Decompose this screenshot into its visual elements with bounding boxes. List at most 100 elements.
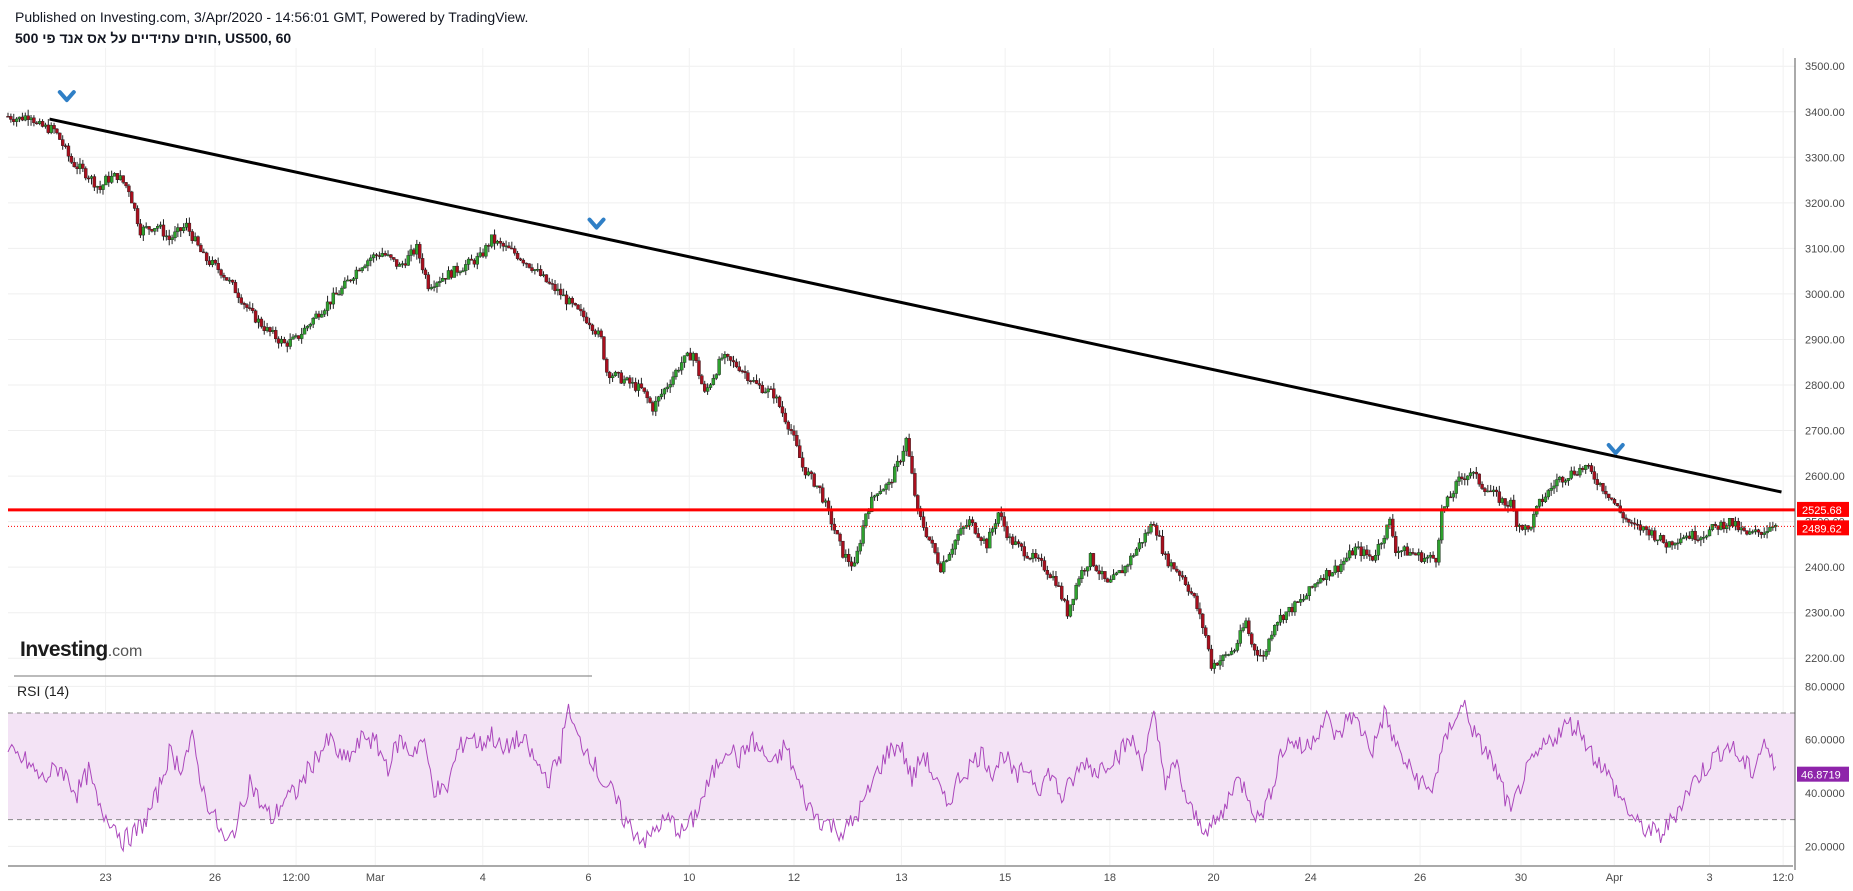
candle-body: [320, 314, 324, 318]
candle-body: [1549, 487, 1553, 491]
candle-body: [43, 124, 48, 127]
candle-body: [1324, 570, 1329, 580]
candle-body: [1209, 648, 1214, 669]
down-arrow-marker: [1606, 443, 1625, 456]
time-tick-label: 10: [683, 872, 695, 884]
candle-body: [728, 356, 733, 361]
candle-body: [1543, 496, 1548, 502]
candle-body: [1451, 493, 1455, 498]
candle-body: [40, 121, 45, 127]
candle-body: [302, 327, 307, 335]
candle-body: [613, 371, 618, 377]
candle-body: [651, 402, 655, 412]
candle-body: [1178, 571, 1182, 576]
candle-body: [32, 117, 36, 124]
candle-body: [1598, 483, 1602, 485]
candle-body: [219, 269, 223, 276]
candle-body: [1696, 539, 1700, 541]
candle-body: [124, 182, 128, 187]
candle-body: [469, 258, 474, 261]
candle-body: [1322, 577, 1326, 580]
candle-body: [976, 533, 980, 538]
time-tick-label: Apr: [1606, 872, 1623, 884]
candle-body: [1036, 557, 1041, 560]
candle-body: [798, 445, 802, 458]
candle-body: [1641, 526, 1645, 531]
candle-body: [916, 495, 920, 509]
candle-body: [1463, 478, 1467, 481]
rsi-tick-label: 80.0000: [1805, 681, 1845, 693]
candle-body: [130, 191, 134, 204]
down-arrow-marker: [587, 217, 606, 230]
candle-body: [17, 116, 22, 120]
price-tick-label: 3300.00: [1805, 152, 1845, 164]
candle-body: [1356, 546, 1360, 548]
candle-body: [1304, 595, 1309, 600]
candle-body: [1183, 576, 1188, 585]
candle-body: [265, 327, 269, 331]
candle-body: [1250, 633, 1254, 645]
candle-body: [455, 265, 459, 273]
candle-body: [1293, 601, 1297, 613]
candle-body: [63, 145, 68, 147]
candle-body: [731, 360, 736, 363]
candle-body: [1647, 529, 1651, 536]
candle-body: [1258, 655, 1263, 657]
down-arrow-marker: [57, 90, 76, 103]
candle-body: [294, 335, 298, 338]
axes: 3500.00 3400.00 3300.00 3200.00 3100.00 3000.…: [8, 58, 1845, 884]
candle-body: [941, 561, 946, 573]
candle-body: [81, 163, 85, 169]
candle-body: [533, 269, 537, 271]
candle-body: [1474, 471, 1479, 475]
candle-body: [1290, 607, 1294, 613]
candle-body: [1736, 521, 1740, 531]
candle-body: [1155, 525, 1159, 536]
candle-body: [536, 269, 540, 271]
candle-body: [772, 388, 776, 399]
candle-body: [726, 354, 730, 357]
candle-body: [1537, 498, 1542, 507]
candle-body: [985, 538, 989, 549]
candle-body: [371, 254, 376, 259]
candle-body: [1520, 524, 1525, 530]
candle-body: [1019, 543, 1024, 547]
candle-body: [1218, 660, 1222, 666]
candle-body: [1771, 526, 1775, 528]
candle-body: [1750, 531, 1755, 533]
candle-body: [489, 234, 494, 247]
candle-body: [1370, 556, 1375, 561]
candle-body: [26, 115, 30, 120]
candle-body: [1417, 552, 1421, 556]
rsi-line: [7, 699, 1777, 853]
candle-body: [717, 358, 721, 375]
candle-body: [1494, 489, 1499, 492]
candle-body: [1592, 471, 1597, 480]
candle-body: [274, 330, 278, 340]
candle-body: [1468, 472, 1473, 477]
candle-body: [697, 360, 701, 376]
candle-body: [259, 318, 264, 327]
candle-body: [674, 369, 678, 378]
candle-body: [1296, 601, 1300, 603]
candle-body: [322, 310, 327, 315]
candle-body: [1586, 465, 1591, 467]
candle-body: [1368, 554, 1372, 557]
candle-body: [515, 253, 520, 259]
candle-body: [501, 243, 505, 247]
candle-body: [1658, 535, 1663, 541]
candle-body: [104, 175, 108, 186]
candle-body: [878, 490, 883, 494]
candle-body: [864, 513, 868, 526]
candle-body: [1601, 483, 1605, 492]
candle-body: [466, 258, 471, 265]
candle-body: [435, 282, 439, 287]
candle-body: [1489, 490, 1493, 493]
candle-body: [1074, 584, 1078, 600]
candle-body: [584, 316, 589, 324]
trendline: [49, 117, 1782, 494]
candlestick-series: [6, 109, 1778, 674]
candle-body: [1569, 470, 1574, 479]
candle-body: [1195, 595, 1199, 609]
